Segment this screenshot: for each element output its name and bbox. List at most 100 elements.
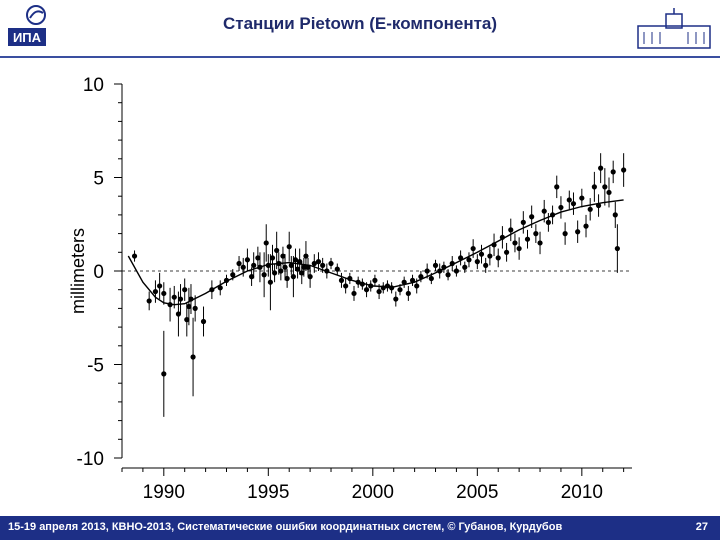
y-tick-label: 5 bbox=[93, 169, 104, 190]
data-point bbox=[587, 206, 593, 212]
data-point bbox=[612, 212, 618, 218]
data-point bbox=[462, 264, 468, 270]
observatory-building-icon bbox=[637, 8, 711, 49]
data-point bbox=[401, 279, 407, 285]
institute-logo: ИПА bbox=[8, 5, 46, 46]
data-point bbox=[255, 255, 261, 261]
data-point bbox=[516, 245, 522, 252]
data-point bbox=[152, 288, 159, 295]
data-point bbox=[299, 270, 305, 276]
data-point bbox=[579, 195, 585, 201]
data-point bbox=[177, 296, 184, 302]
data-point bbox=[161, 290, 167, 297]
data-point bbox=[263, 240, 269, 246]
data-point bbox=[562, 231, 568, 237]
x-tick-label: 1995 bbox=[247, 482, 289, 503]
y-tick-label: 0 bbox=[93, 262, 104, 283]
data-point bbox=[274, 247, 280, 254]
data-point bbox=[614, 245, 620, 252]
data-point bbox=[131, 253, 138, 259]
data-point bbox=[595, 202, 602, 209]
data-point bbox=[280, 253, 286, 259]
data-point bbox=[347, 275, 353, 282]
time-series-chart: millimeters 10 5 0 -5 -10 1990 1995 2000 2005 201… bbox=[68, 75, 632, 503]
data-point bbox=[583, 223, 589, 229]
data-point bbox=[251, 262, 257, 268]
data-point bbox=[184, 317, 190, 323]
slide-header: ИПА Станции Pietown (E-компонента) bbox=[0, 0, 720, 58]
data-point bbox=[284, 275, 290, 282]
x-tick-label: 2005 bbox=[456, 482, 498, 503]
data-point bbox=[621, 167, 627, 173]
page-title: Станции Pietown (E-компонента) bbox=[222, 14, 498, 33]
logo-text: ИПА bbox=[13, 30, 42, 45]
data-point bbox=[363, 287, 370, 293]
trend-curve bbox=[127, 199, 624, 306]
data-point bbox=[324, 268, 330, 274]
data-point bbox=[474, 259, 480, 265]
data-point bbox=[244, 257, 251, 263]
data-point bbox=[483, 262, 489, 268]
data-point bbox=[328, 260, 334, 267]
data-point bbox=[533, 231, 539, 237]
data-point bbox=[276, 260, 282, 267]
data-point bbox=[161, 371, 167, 377]
data-point bbox=[338, 277, 345, 283]
data-point bbox=[558, 204, 564, 211]
data-point bbox=[271, 270, 278, 276]
data-point bbox=[428, 275, 434, 282]
data-point bbox=[334, 266, 340, 272]
data-point bbox=[470, 245, 476, 252]
data-point bbox=[393, 296, 399, 302]
data-point bbox=[307, 274, 313, 280]
data-point bbox=[549, 212, 556, 218]
data-point bbox=[376, 288, 382, 295]
data-point bbox=[554, 184, 560, 190]
data-point bbox=[537, 240, 543, 246]
data-point bbox=[487, 253, 493, 259]
footer-text: 15-19 апреля 2013, КВНО-2013, Систематич… bbox=[8, 521, 563, 533]
data-point bbox=[453, 268, 460, 274]
data-point bbox=[384, 283, 391, 289]
data-point bbox=[570, 201, 577, 207]
data-point bbox=[267, 279, 274, 285]
data-point bbox=[520, 219, 526, 225]
data-point bbox=[602, 184, 608, 190]
data-point bbox=[368, 283, 374, 289]
data-point bbox=[441, 264, 447, 270]
data-point bbox=[230, 272, 236, 278]
data-point bbox=[445, 272, 451, 278]
data-point bbox=[292, 257, 299, 263]
data-point bbox=[265, 262, 271, 268]
data-point bbox=[351, 290, 357, 297]
data-point bbox=[286, 244, 292, 250]
data-point bbox=[190, 354, 196, 360]
data-point bbox=[315, 259, 322, 265]
data-point bbox=[217, 285, 223, 291]
data-point bbox=[186, 303, 192, 310]
data-point bbox=[223, 277, 230, 283]
data-point bbox=[372, 277, 378, 283]
data-point bbox=[409, 277, 416, 283]
data-point bbox=[182, 287, 188, 293]
data-point bbox=[188, 296, 194, 302]
data-point bbox=[294, 266, 301, 272]
data-point bbox=[432, 262, 439, 268]
data-point bbox=[171, 294, 177, 300]
slide-footer: 15-19 апреля 2013, КВНО-2013, Систематич… bbox=[0, 516, 720, 540]
data-point bbox=[503, 249, 510, 255]
data-point bbox=[301, 264, 307, 270]
data-point bbox=[320, 262, 326, 268]
data-point bbox=[380, 285, 386, 291]
data-point bbox=[414, 283, 420, 289]
data-point bbox=[512, 240, 518, 246]
data-point bbox=[610, 169, 616, 175]
data-point bbox=[157, 283, 163, 289]
data-point bbox=[424, 268, 430, 274]
data-point bbox=[458, 255, 464, 261]
data-point bbox=[175, 311, 182, 317]
data-point bbox=[405, 290, 411, 297]
data-point bbox=[397, 287, 403, 293]
data-point bbox=[192, 305, 198, 311]
data-point bbox=[437, 268, 443, 274]
